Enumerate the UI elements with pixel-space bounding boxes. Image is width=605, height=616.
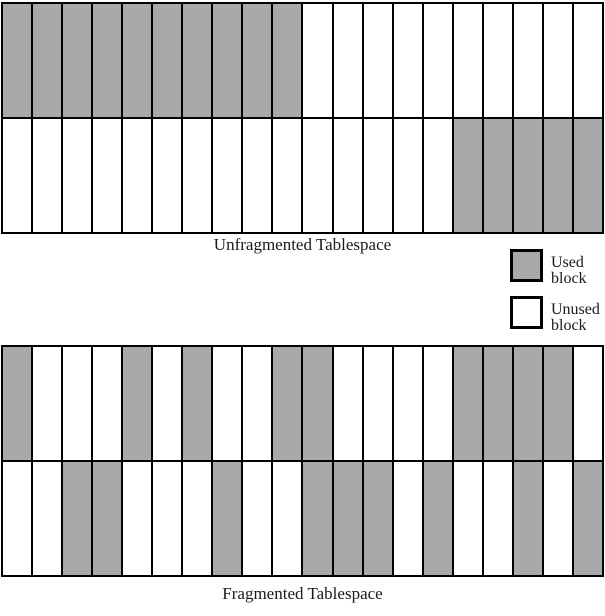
used-block <box>303 347 334 460</box>
unused-block <box>483 4 514 117</box>
unused-block <box>423 119 454 232</box>
used-block <box>513 347 544 460</box>
used-block <box>153 4 184 117</box>
unused-block <box>363 347 394 460</box>
used-block <box>93 462 124 575</box>
unused-block <box>393 4 424 117</box>
unused-block <box>543 4 574 117</box>
unused-block <box>333 347 364 460</box>
fragmented-block-row <box>3 347 602 462</box>
used-block <box>513 462 544 575</box>
unused-block <box>183 462 214 575</box>
unused-block <box>333 4 364 117</box>
unused-block <box>303 4 334 117</box>
unused-block <box>273 119 304 232</box>
used-block <box>303 462 334 575</box>
fragmented-tablespace-caption: Fragmented Tablespace <box>222 584 383 603</box>
unused-block <box>453 462 484 575</box>
unused-block <box>243 119 274 232</box>
used-block <box>63 462 94 575</box>
unused-block <box>393 462 424 575</box>
unused-block-swatch <box>510 296 543 329</box>
used-block <box>3 347 34 460</box>
used-block <box>183 347 214 460</box>
used-block <box>33 4 64 117</box>
unused-block <box>543 462 574 575</box>
unused-block <box>33 347 64 460</box>
unused-block <box>93 347 124 460</box>
unused-block <box>363 4 394 117</box>
unused-block <box>513 4 544 117</box>
fragmented-tablespace-diagram <box>1 345 604 577</box>
used-block <box>543 119 574 232</box>
used-block <box>363 462 394 575</box>
used-block <box>123 4 154 117</box>
unused-block <box>393 119 424 232</box>
used-block <box>543 347 574 460</box>
unused-block <box>243 347 274 460</box>
used-block <box>273 4 304 117</box>
unused-block <box>573 347 602 460</box>
unused-block <box>423 4 454 117</box>
used-block-label: Used block <box>551 254 587 287</box>
used-block <box>93 4 124 117</box>
unused-block-label: Unused block <box>551 301 600 334</box>
unused-block <box>153 462 184 575</box>
used-block <box>483 119 514 232</box>
unused-block <box>63 347 94 460</box>
unused-block <box>63 119 94 232</box>
unused-block <box>33 462 64 575</box>
used-block-swatch <box>510 249 543 282</box>
unfragmented-block-row <box>3 119 602 232</box>
used-block <box>3 4 34 117</box>
unused-block <box>573 4 602 117</box>
unused-block <box>453 4 484 117</box>
unused-block <box>93 119 124 232</box>
used-block <box>123 347 154 460</box>
used-block <box>423 462 454 575</box>
unfragmented-tablespace-caption: Unfragmented Tablespace <box>213 235 392 254</box>
used-block <box>513 119 544 232</box>
unused-block <box>213 347 244 460</box>
unused-block <box>273 462 304 575</box>
unused-block <box>3 119 34 232</box>
unused-block <box>33 119 64 232</box>
unused-block <box>333 119 364 232</box>
used-block <box>243 4 274 117</box>
used-block <box>453 347 484 460</box>
unused-block <box>153 119 184 232</box>
unfragmented-tablespace-diagram <box>1 2 604 234</box>
unused-block <box>363 119 394 232</box>
unused-block <box>183 119 214 232</box>
used-block <box>333 462 364 575</box>
unused-block <box>423 347 454 460</box>
used-block <box>273 347 304 460</box>
used-block <box>63 4 94 117</box>
used-block <box>453 119 484 232</box>
unused-block <box>393 347 424 460</box>
unused-block <box>123 119 154 232</box>
unused-block <box>153 347 184 460</box>
unused-block <box>243 462 274 575</box>
unused-block <box>213 119 244 232</box>
used-block <box>573 462 602 575</box>
used-block <box>483 347 514 460</box>
unfragmented-block-row <box>3 4 602 119</box>
used-block <box>573 119 602 232</box>
fragmented-block-row <box>3 462 602 575</box>
used-block <box>213 462 244 575</box>
used-block <box>183 4 214 117</box>
unused-block <box>3 462 34 575</box>
used-block <box>213 4 244 117</box>
unused-block <box>483 462 514 575</box>
unused-block <box>303 119 334 232</box>
unused-block <box>123 462 154 575</box>
